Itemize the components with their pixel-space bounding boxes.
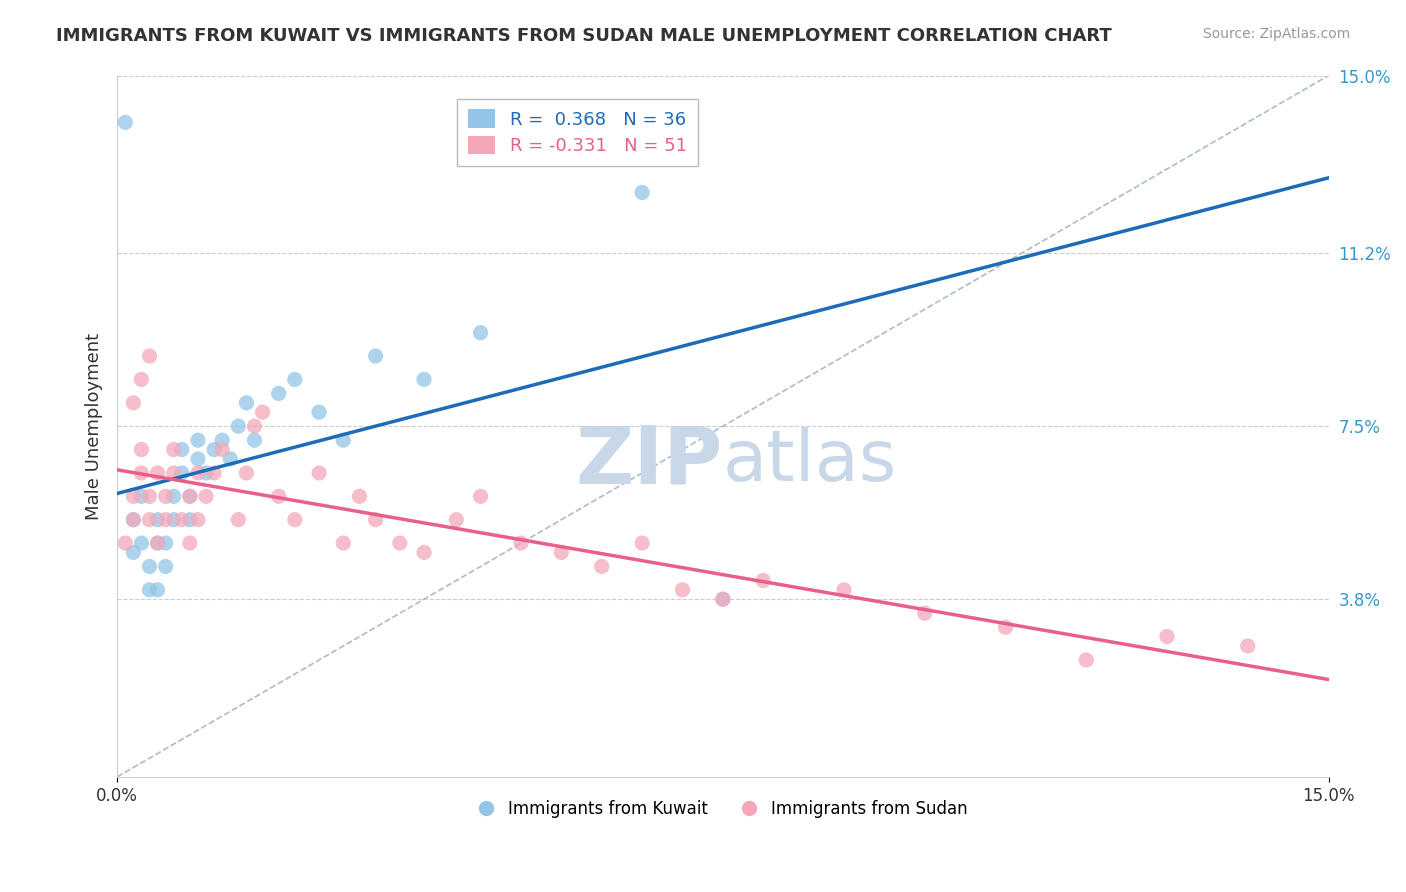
Point [187,434,209,448]
Point [114,536,136,550]
Point [138,513,160,527]
Point [179,513,201,527]
Point [122,513,145,527]
Point [267,386,290,401]
Point [235,466,257,480]
Point [364,349,387,363]
Point [235,396,257,410]
Point [711,592,734,607]
Point [631,536,654,550]
Point [122,513,145,527]
Point [332,434,354,448]
Point [631,186,654,200]
Point [211,434,233,448]
Point [179,489,201,503]
Text: Source: ZipAtlas.com: Source: ZipAtlas.com [1202,27,1350,41]
Point [195,489,218,503]
Point [138,349,160,363]
Point [550,545,572,559]
Point [914,606,936,620]
Point [131,442,153,457]
Point [155,513,177,527]
Point [228,419,250,434]
Point [114,115,136,129]
Point [752,574,775,588]
Point [202,442,225,457]
Point [187,466,209,480]
Point [364,513,387,527]
Point [671,582,693,597]
Point [131,466,153,480]
Text: IMMIGRANTS FROM KUWAIT VS IMMIGRANTS FROM SUDAN MALE UNEMPLOYMENT CORRELATION CH: IMMIGRANTS FROM KUWAIT VS IMMIGRANTS FRO… [56,27,1112,45]
Point [122,396,145,410]
Point [155,489,177,503]
Point [163,466,186,480]
Point [252,405,274,419]
Point [195,466,218,480]
Point [187,451,209,466]
Point [413,545,436,559]
Point [146,466,169,480]
Point [219,451,242,466]
Point [122,489,145,503]
Point [155,536,177,550]
Point [1076,653,1098,667]
Point [163,489,186,503]
Point [138,582,160,597]
Point [163,513,186,527]
Point [131,536,153,550]
Point [122,545,145,559]
Point [284,513,307,527]
Point [349,489,371,503]
Point [138,559,160,574]
Point [146,582,169,597]
Legend: Immigrants from Kuwait, Immigrants from Sudan: Immigrants from Kuwait, Immigrants from … [471,793,974,824]
Point [170,442,193,457]
Point [470,489,492,503]
Point [131,489,153,503]
Text: ZIP: ZIP [575,422,723,500]
Point [332,536,354,550]
Point [179,489,201,503]
Point [994,620,1017,634]
Point [179,536,201,550]
Point [832,582,855,597]
Point [228,513,250,527]
Point [284,372,307,386]
Point [170,513,193,527]
Point [510,536,533,550]
Point [211,442,233,457]
Point [243,434,266,448]
Point [1236,639,1258,653]
Y-axis label: Male Unemployment: Male Unemployment [86,333,103,520]
Point [591,559,613,574]
Point [187,513,209,527]
Point [308,466,330,480]
Point [146,536,169,550]
Point [146,513,169,527]
Point [470,326,492,340]
Point [446,513,468,527]
Point [711,592,734,607]
Point [146,536,169,550]
Point [413,372,436,386]
Point [388,536,411,550]
Point [155,559,177,574]
Point [1156,630,1178,644]
Point [267,489,290,503]
Point [163,442,186,457]
Text: atlas: atlas [723,426,897,496]
Point [243,419,266,434]
Point [170,466,193,480]
Point [308,405,330,419]
Point [131,372,153,386]
Point [138,489,160,503]
Point [202,466,225,480]
